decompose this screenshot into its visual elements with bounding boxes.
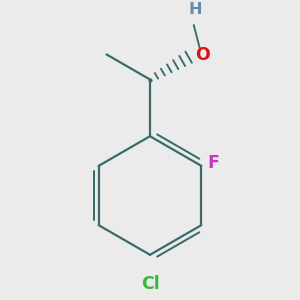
- Text: F: F: [207, 154, 219, 172]
- Text: Cl: Cl: [141, 275, 159, 293]
- Text: H: H: [189, 2, 202, 17]
- Text: O: O: [195, 46, 210, 64]
